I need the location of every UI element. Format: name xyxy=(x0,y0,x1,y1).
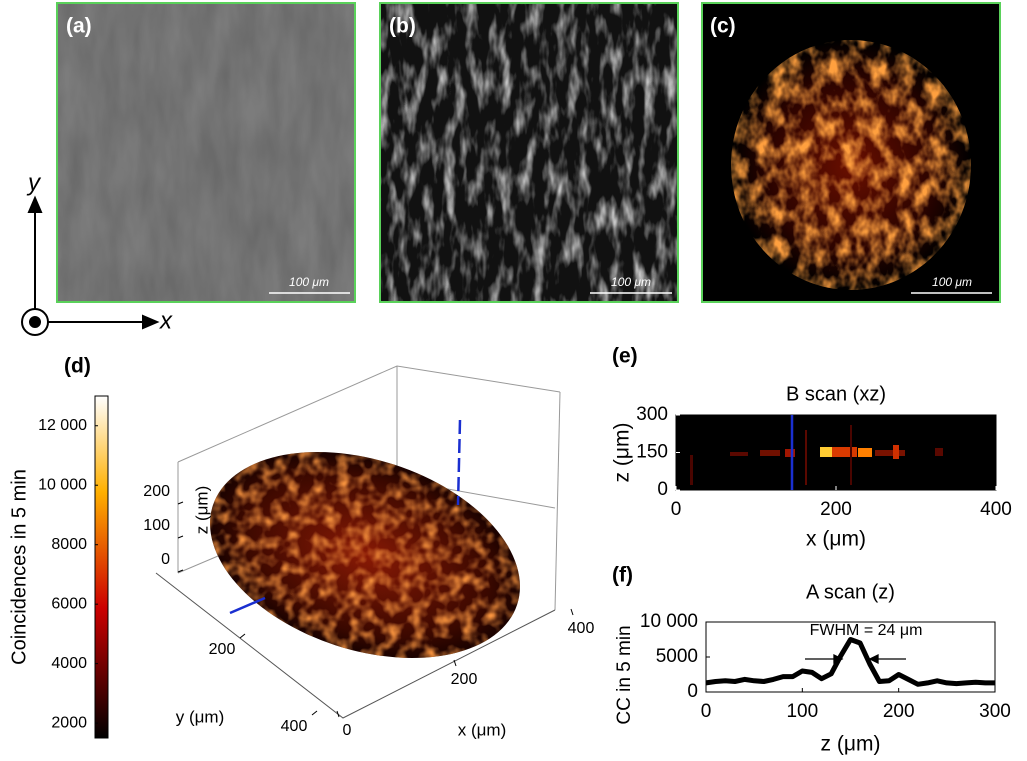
panel-label: (c) xyxy=(710,15,736,38)
y-tick-label: 4000 xyxy=(51,655,87,672)
x-tick-label: 400 xyxy=(568,620,595,637)
heatmap xyxy=(676,415,996,490)
panel-label: (d) xyxy=(64,355,91,378)
chart-title: A scan (z) xyxy=(806,581,895,603)
annotation: FWHM = 24 μm xyxy=(810,622,923,639)
tick-mark xyxy=(240,634,245,638)
fwhm-arrows xyxy=(805,655,906,663)
panel-label: (e) xyxy=(612,345,638,368)
x-tick-label: 100 xyxy=(786,701,818,722)
panel-label: (f) xyxy=(612,564,633,587)
y-tick-label: 12 000 xyxy=(38,417,87,434)
y-tick-label: 400 xyxy=(281,718,308,735)
y-tick-label: 0 xyxy=(687,681,698,702)
x-tick-label: 200 xyxy=(820,499,852,520)
x-axis-label: x (μm) xyxy=(806,528,866,551)
y-tick-label: 2000 xyxy=(51,714,87,731)
y-tick-label: 6000 xyxy=(51,595,87,612)
scale-bar-label: 100 μm xyxy=(932,275,972,289)
scale-bar-label: 100 μm xyxy=(611,275,651,289)
surface-3d xyxy=(183,415,546,695)
z-axis-label: z (μm) xyxy=(192,486,211,535)
z-tick-label: 100 xyxy=(143,517,170,534)
y-tick-label: 200 xyxy=(209,641,236,658)
y-axis-label: CC in 5 min xyxy=(614,625,635,724)
figure: (a) 100 μm (b) 100 μm (c) 100 μm y x (d)… xyxy=(0,0,1027,761)
panel-label: (b) xyxy=(389,15,416,38)
x-tick-label: 200 xyxy=(883,701,915,722)
y-tick-label: 300 xyxy=(636,404,668,425)
image-a xyxy=(57,3,355,302)
axis-icon-label: x xyxy=(159,307,173,334)
y-tick-label: 0 xyxy=(657,479,668,500)
x-axis-label: z (μm) xyxy=(821,733,881,756)
scale-bar-label: 100 μm xyxy=(289,275,329,289)
y-axis-label: z (μm) xyxy=(611,423,634,483)
x-tick-label: 0 xyxy=(343,722,352,739)
x-tick-label: 200 xyxy=(451,671,478,688)
tick-mark xyxy=(312,711,317,715)
colorbar xyxy=(95,396,108,738)
z-tick-label: 0 xyxy=(161,551,170,568)
y-tick-label: 8000 xyxy=(51,536,87,553)
x-tick-label: 300 xyxy=(979,701,1011,722)
y-tick-label: 5000 xyxy=(656,646,698,667)
chart-title: B scan (xz) xyxy=(786,383,886,405)
image-b xyxy=(380,3,678,302)
image-c xyxy=(702,3,1000,302)
tick-mark xyxy=(178,502,183,504)
x-tick-label: 400 xyxy=(980,499,1012,520)
tick-mark xyxy=(571,609,573,615)
section-line xyxy=(458,420,460,505)
axis-icon-label: y xyxy=(26,169,42,196)
x-tick-label: 0 xyxy=(701,701,712,722)
y-axis-label: y (μm) xyxy=(176,707,225,726)
x-axis-label: x (μm) xyxy=(458,720,507,739)
tick-mark xyxy=(178,536,183,538)
z-tick-label: 200 xyxy=(143,483,170,500)
colorbar-label: Coincidences in 5 min xyxy=(8,469,30,665)
panel-label: (a) xyxy=(66,15,92,38)
y-tick-label: 150 xyxy=(636,442,668,463)
line-series xyxy=(706,640,995,685)
y-tick-label: 10 000 xyxy=(640,611,698,632)
x-tick-label: 0 xyxy=(671,499,682,520)
y-tick-label: 10 000 xyxy=(38,476,87,493)
